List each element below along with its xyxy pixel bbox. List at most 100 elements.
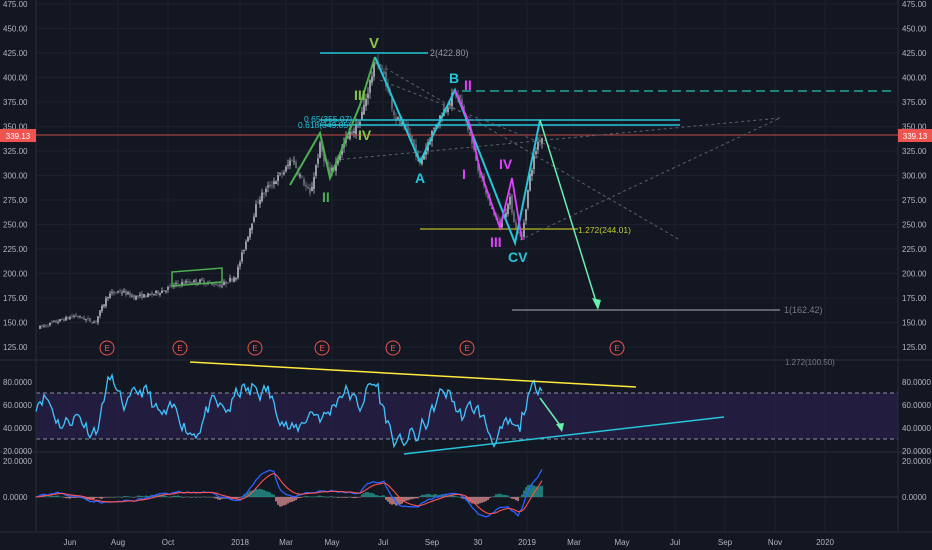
macd-hist-bar — [495, 494, 497, 497]
macd-hist-bar — [193, 496, 195, 498]
candle-body — [257, 201, 259, 203]
macd-hist-bar — [293, 497, 295, 502]
macd-hist-bar — [269, 492, 271, 497]
macd-hist-bar — [75, 497, 77, 498]
subwave-label-iii: III — [490, 234, 502, 250]
rsi-axis[interactable]: 80.0000 80.0000 60.0000 60.0000 40.0000 40.00… — [3, 378, 931, 456]
macd-hist-bar — [179, 496, 181, 497]
macd-hist-bar — [331, 496, 333, 497]
time-tick-label: Mar — [567, 538, 581, 547]
macd-hist-bar — [453, 495, 455, 497]
price-tick-label: 450.00 — [3, 25, 28, 34]
event-marker[interactable] — [385, 340, 401, 356]
impulse-wave-path — [289, 56, 376, 186]
price-axis-right[interactable]: 475.00 450.00 425.00 400.00 375.00 350.00 325.… — [902, 0, 927, 352]
candle-body — [227, 282, 229, 284]
subwave-label-iv: IV — [499, 156, 513, 172]
price-tick-label: 375.00 — [3, 98, 28, 107]
macd-hist-bar — [99, 497, 101, 499]
candle-body — [177, 283, 179, 285]
macd-hist-bar — [455, 496, 457, 497]
cut-off-level-label: 1.272(100.50) — [785, 358, 835, 367]
candle-body — [253, 216, 255, 222]
candle-body — [87, 318, 89, 319]
event-marker[interactable] — [609, 340, 625, 356]
candle-body — [215, 284, 217, 286]
candle-body — [289, 160, 291, 166]
rsi-tick-label: 60.0000 — [902, 401, 931, 410]
macd-hist-bar — [279, 497, 281, 507]
fan-line — [379, 79, 561, 151]
candle-body — [371, 76, 373, 83]
macd-hist-bar — [481, 497, 483, 503]
event-marker[interactable] — [459, 340, 475, 356]
macd-tick-label: 0.0000 — [3, 493, 28, 502]
candle-body — [55, 320, 57, 323]
time-axis[interactable]: Jun Aug Oct 2018 Mar May Jul Sep 30 2019 Mar May Jul… — [64, 538, 835, 547]
macd-tick-label: 20.0000 — [902, 457, 931, 466]
macd-axis[interactable]: 20.0000 20.0000 0.0000 0.0000 — [3, 457, 931, 502]
candle-body — [309, 187, 311, 194]
candle-body — [451, 93, 453, 107]
candle-body — [235, 277, 237, 280]
macd-hist-bar — [437, 495, 439, 497]
macd-hist-bar — [263, 490, 265, 497]
candle-body — [167, 286, 169, 290]
candle-body — [77, 316, 79, 318]
event-marker[interactable] — [99, 340, 115, 356]
candle-body — [213, 283, 215, 286]
candle-body — [449, 103, 451, 105]
candle-body — [471, 134, 473, 144]
macd-hist-bar — [67, 497, 69, 499]
candle-body — [183, 282, 185, 285]
candle-body — [285, 166, 287, 172]
candle-body — [85, 319, 87, 320]
macd-hist-bar — [169, 497, 171, 498]
event-marker[interactable] — [314, 340, 330, 356]
macd-tick-label: 20.0000 — [3, 457, 32, 466]
candle-body — [381, 67, 383, 69]
candle-body — [335, 161, 337, 171]
time-tick-label: May — [614, 538, 629, 547]
macd-hist-bar — [71, 497, 73, 498]
candle-body — [411, 135, 413, 141]
macd-hist-bar — [297, 497, 299, 499]
event-marker[interactable] — [172, 340, 188, 356]
macd-hist-bar — [393, 497, 395, 505]
time-tick-label: 2020 — [816, 538, 834, 547]
time-tick-label: Nov — [768, 538, 782, 547]
candle-body — [175, 283, 177, 284]
macd-hist-bar — [425, 494, 427, 497]
macd-hist-bar — [477, 497, 479, 505]
event-marker[interactable] — [247, 340, 263, 356]
macd-hist-bar — [301, 497, 303, 498]
macd-hist-bar — [359, 497, 361, 498]
macd-hist-bar — [329, 496, 331, 497]
candle-body — [533, 155, 535, 170]
time-tick-label: 30 — [474, 538, 483, 547]
macd-hist-bar — [357, 497, 359, 498]
macd-hist-bar — [73, 497, 75, 498]
candle-body — [277, 175, 279, 181]
macd-hist-bar — [239, 497, 241, 498]
macd-hist-bar — [321, 496, 323, 497]
macd-hist-bar — [347, 497, 349, 498]
macd-hist-bar — [337, 497, 339, 498]
candle-body — [239, 262, 241, 267]
candle-body — [83, 317, 85, 320]
macd-hist-bar — [135, 496, 137, 498]
candle-body — [413, 139, 415, 147]
macd-hist-bar — [201, 496, 203, 498]
macd-hist-bar — [121, 497, 123, 498]
wave-label-iv: IV — [358, 127, 372, 143]
candle-body — [115, 292, 117, 294]
current-price-text-left: 339.13 — [6, 132, 31, 141]
macd-hist-bar — [197, 496, 199, 498]
rsi-band — [36, 393, 898, 439]
macd-hist-bar — [375, 495, 377, 497]
candle-body — [367, 93, 369, 99]
candle-body — [261, 192, 263, 202]
price-axis-left[interactable]: 475.00 450.00 425.00 400.00 375.00 350.00 325.… — [3, 0, 28, 352]
